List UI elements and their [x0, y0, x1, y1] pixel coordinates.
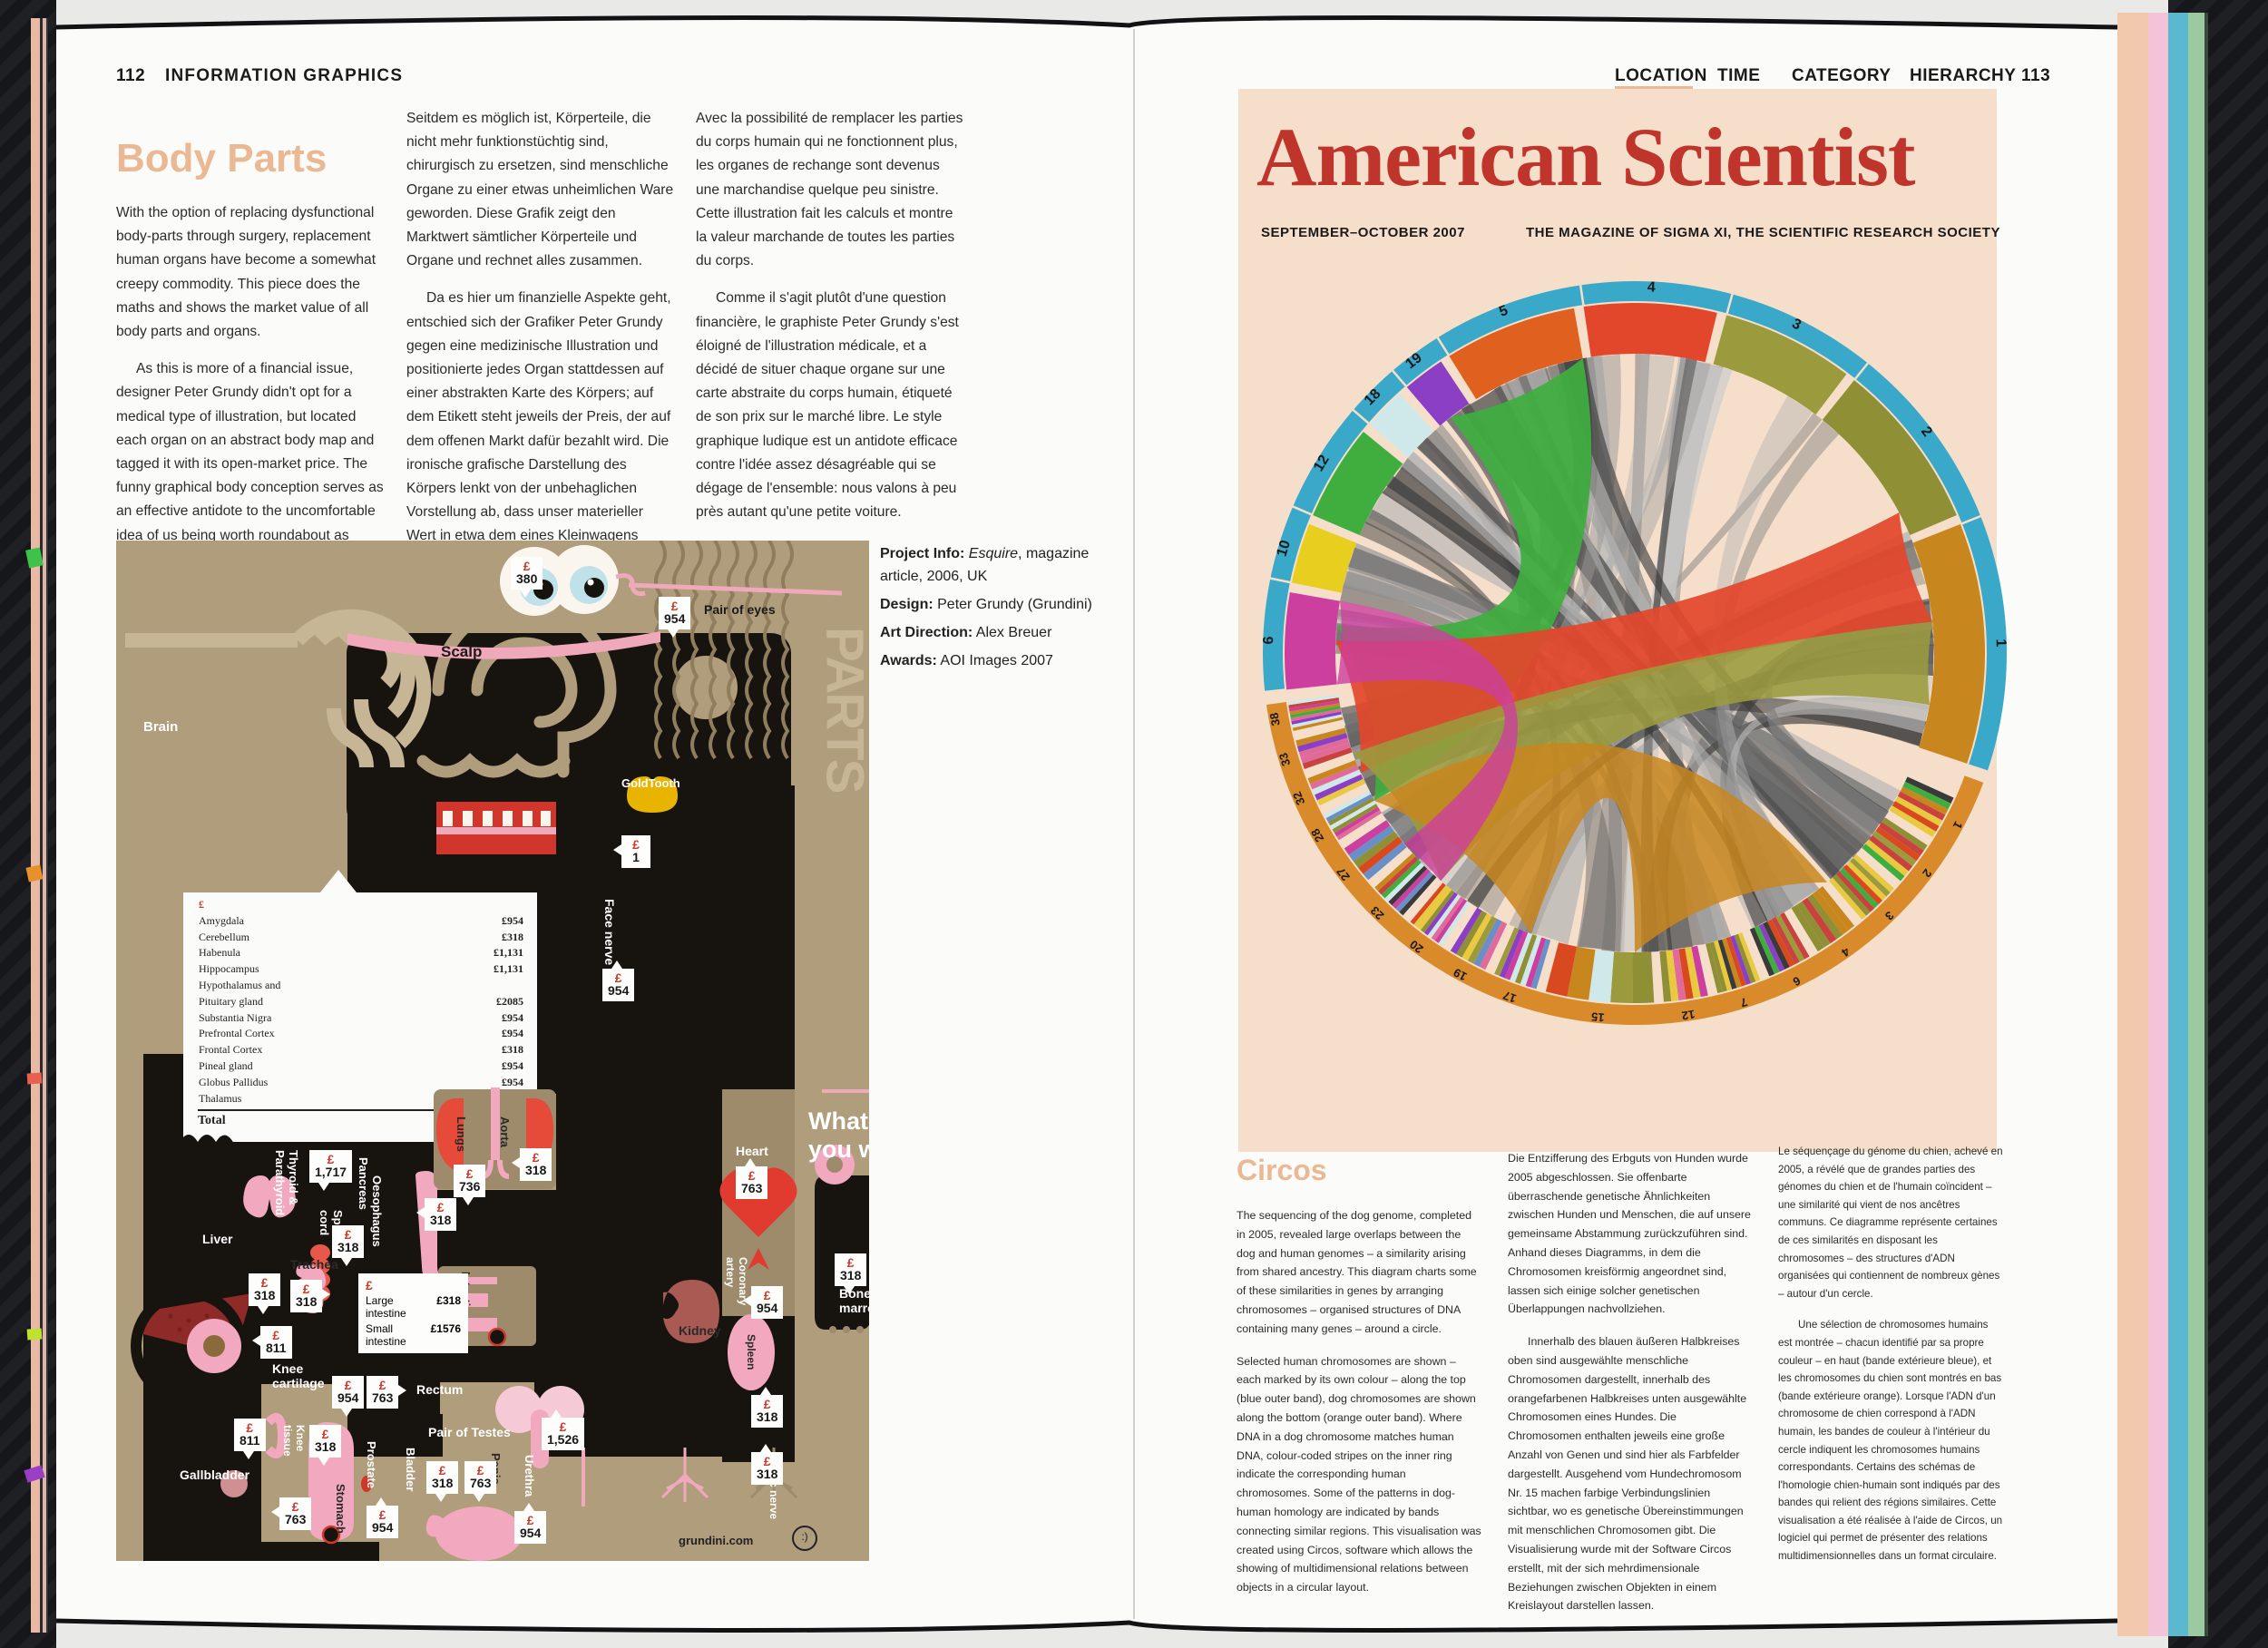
svg-text:38: 38: [1266, 712, 1282, 727]
svg-text:6: 6: [1261, 636, 1276, 645]
svg-text:1: 1: [1993, 639, 2009, 647]
svg-text:Scalp: Scalp: [441, 643, 482, 660]
svg-text:4: 4: [1647, 279, 1656, 295]
svg-text:15: 15: [1590, 1009, 1605, 1024]
svg-text:12: 12: [1681, 1008, 1696, 1023]
